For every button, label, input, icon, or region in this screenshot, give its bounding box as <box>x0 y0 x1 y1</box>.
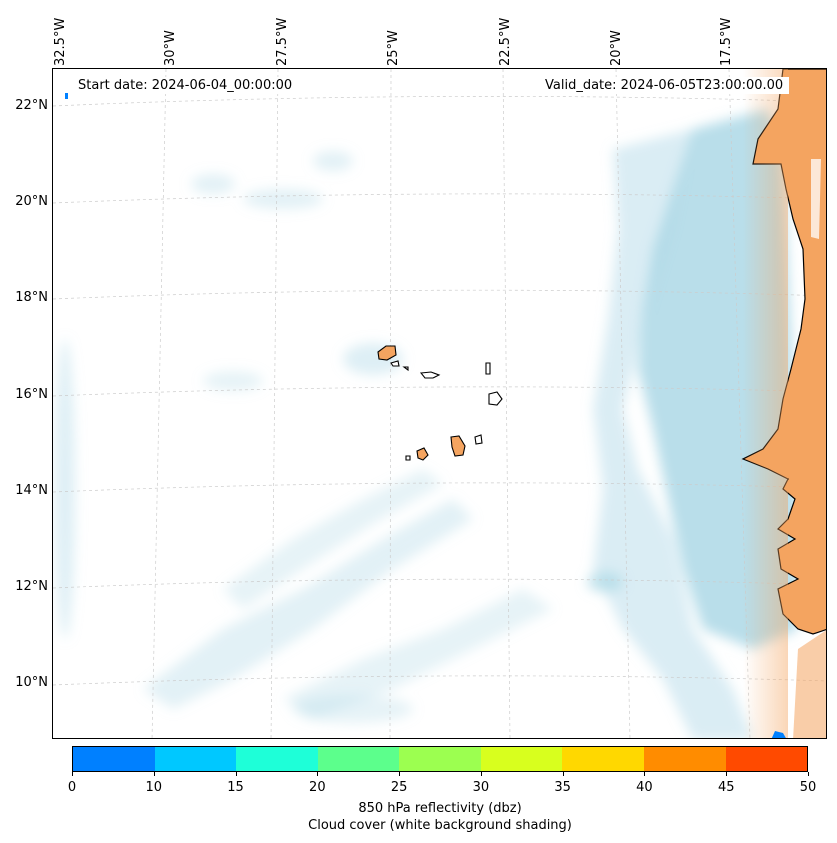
lat-label-20n: 20°N <box>15 194 48 209</box>
cloud-streak-3 <box>283 589 553 719</box>
valid-date-label: Valid_date: 2024-06-05T23:00:00.00 <box>539 77 790 94</box>
island-sao-vicente <box>390 360 400 367</box>
colorbar-tick-label: 20 <box>309 780 326 795</box>
colorbar-tick <box>235 772 237 776</box>
cloud-band-east-outer <box>593 129 753 738</box>
colorbar-segment-0 <box>73 747 155 771</box>
inland-water-strip <box>811 159 821 239</box>
colorbar-segment-2 <box>236 747 318 771</box>
lon-label-17.5w: 17.5°W <box>719 17 734 66</box>
cloud-patch-west-edge <box>55 339 75 639</box>
island-fogo <box>416 447 429 461</box>
south-coast-land <box>793 630 826 738</box>
reflectivity-echoes <box>65 93 786 738</box>
lon-label-20w: 20°W <box>609 30 624 66</box>
gridline-lon-30w <box>151 69 167 738</box>
gridline-lon-27.5w <box>270 69 279 738</box>
map-area[interactable] <box>52 68 827 739</box>
echo-northwest <box>65 93 68 99</box>
colorbar-tick <box>808 772 809 776</box>
colorbar-tick <box>726 772 728 776</box>
colorbar-segment-4 <box>399 747 481 771</box>
colorbar-segment-5 <box>480 747 563 771</box>
cloud-patch-mid <box>203 371 263 391</box>
cloud-patch-north-2 <box>243 189 323 209</box>
gridline-lat-10n <box>53 675 826 686</box>
cloud-patch-north-3 <box>313 151 353 171</box>
gridline-lat-12n <box>53 578 826 589</box>
colorbar-tick <box>644 772 646 776</box>
island-santa-luzia <box>402 366 409 372</box>
colorbar-tick <box>399 772 401 776</box>
lon-label-22.5w: 22.5°W <box>498 17 513 66</box>
lon-label-32.5w: 32.5°W <box>53 17 68 66</box>
africa-landmass <box>741 69 826 738</box>
colorbar-segment-1 <box>154 747 237 771</box>
gridline-lon-20w <box>615 69 631 738</box>
colorbar-tick <box>153 772 155 776</box>
map-canvas <box>53 69 826 738</box>
island-sao-nicolau <box>419 371 441 379</box>
island-santiago <box>450 435 466 457</box>
lat-label-16n: 16°N <box>15 387 48 402</box>
colorbar-tick-label: 35 <box>554 780 571 795</box>
lon-label-27.5w: 27.5°W <box>275 17 290 66</box>
colorbar-tick <box>317 772 319 776</box>
colorbar-tick-label: 40 <box>636 780 653 795</box>
island-brava <box>405 455 411 461</box>
gridline-lat-18n <box>53 289 826 300</box>
colorbar-tick-label: 0 <box>67 780 77 795</box>
lat-label-18n: 18°N <box>15 290 48 305</box>
lon-label-25w: 25°W <box>386 30 401 66</box>
gridline-lon-22.5w <box>502 69 511 738</box>
colorbar-tick <box>562 772 564 776</box>
colorbar-segment-3 <box>317 747 400 771</box>
colorbar-segment-8 <box>725 747 808 771</box>
colorbar-tick-label: 25 <box>390 780 408 795</box>
island-boa-vista <box>488 391 503 406</box>
colorbar-segment-7 <box>643 747 726 771</box>
colorbar-tick-label: 50 <box>799 780 817 795</box>
lat-label-14n: 14°N <box>15 483 48 498</box>
island-maio <box>474 434 483 445</box>
island-sal <box>485 362 491 375</box>
cloud-patch-south <box>293 695 413 723</box>
reflectivity-colorbar <box>72 746 808 772</box>
colorbar-tick <box>72 772 73 776</box>
gridline-lat-20n <box>53 193 826 204</box>
lon-label-30w: 30°W <box>163 30 178 66</box>
cloud-streak-2 <box>223 469 443 609</box>
start-date-label: Start date: 2024-06-04_00:00:00 <box>72 77 299 94</box>
colorbar-subtitle: Cloud cover (white background shading) <box>308 818 572 833</box>
lat-label-22n: 22°N <box>15 98 48 113</box>
island-santo-antao <box>377 345 397 361</box>
colorbar-tick-label: 45 <box>717 780 735 795</box>
gridline-lat-16n <box>53 386 826 397</box>
colorbar-title: 850 hPa reflectivity (dbz) <box>358 801 522 816</box>
colorbar-tick-label: 15 <box>227 780 244 795</box>
gridline-lat-14n <box>53 482 826 493</box>
cloud-patch-north-1 <box>191 174 235 194</box>
colorbar-segment-6 <box>562 747 644 771</box>
cloud-cover-layer <box>55 109 798 738</box>
echo-southeast <box>771 731 786 738</box>
coast-fade <box>743 69 788 738</box>
lat-label-10n: 10°N <box>15 675 48 690</box>
gridline-lat-22n <box>53 96 826 107</box>
cloud-patch-12n <box>587 572 623 592</box>
gridline-lon-25w <box>389 69 392 738</box>
colorbar-tick-label: 10 <box>145 780 163 795</box>
colorbar-tick-label: 30 <box>472 780 490 795</box>
cape-verde-islands <box>377 345 503 461</box>
colorbar-tick <box>480 772 482 776</box>
lat-label-12n: 12°N <box>15 579 48 594</box>
